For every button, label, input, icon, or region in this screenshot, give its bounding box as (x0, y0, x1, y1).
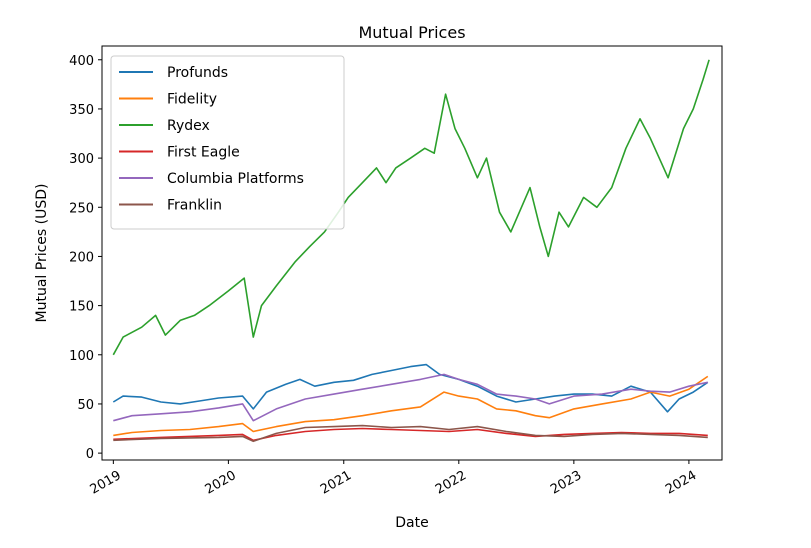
y-tick-label: 250 (69, 201, 94, 216)
series-line-profunds (112, 363, 709, 413)
series-line-rydex (112, 59, 710, 356)
series-line-first-eagle (113, 427, 708, 442)
plot-frame (101, 45, 723, 461)
legend-label: First Eagle (167, 145, 240, 161)
y-tick-label: 0 (86, 447, 94, 462)
y-tick-label: 100 (69, 349, 94, 364)
legend-label: Columbia Platforms (167, 171, 304, 187)
y-tick-label: 300 (69, 152, 94, 167)
legend-label: Profunds (167, 65, 228, 81)
legend-label: Fidelity (167, 92, 217, 108)
y-axis: 0 50 100 150 200 250 300 350 400 (69, 54, 102, 462)
y-tick-label: 50 (77, 398, 94, 413)
x-tick-label: 2023 (548, 468, 584, 498)
chart-title: Mutual Prices (358, 23, 465, 42)
series-line-fidelity (113, 375, 709, 437)
y-tick-label: 400 (69, 54, 94, 69)
y-tick-label: 350 (69, 103, 94, 118)
plot-area (101, 45, 723, 461)
x-tick-label: 2021 (318, 468, 354, 498)
legend: Profunds Fidelity Rydex First Eagle Columbia… (110, 55, 345, 230)
x-tick-label: 2020 (203, 468, 239, 498)
x-axis: 2019 2020 2021 2022 2023 2024 (88, 460, 699, 498)
y-axis-label: Mutual Prices (USD) (34, 184, 50, 323)
y-tick-label: 200 (69, 250, 94, 265)
x-tick-label: 2024 (663, 468, 699, 498)
x-axis-label: Date (395, 515, 428, 531)
legend-label: Franklin (167, 198, 222, 214)
y-tick-label: 150 (69, 300, 94, 315)
series-layer (112, 59, 710, 443)
series-line-franklin (113, 424, 708, 443)
series-line-columbia-platforms (113, 373, 708, 422)
x-tick-label: 2019 (88, 468, 124, 498)
legend-label: Rydex (167, 118, 210, 134)
legend-box (110, 55, 345, 230)
x-tick-label: 2022 (433, 468, 469, 498)
